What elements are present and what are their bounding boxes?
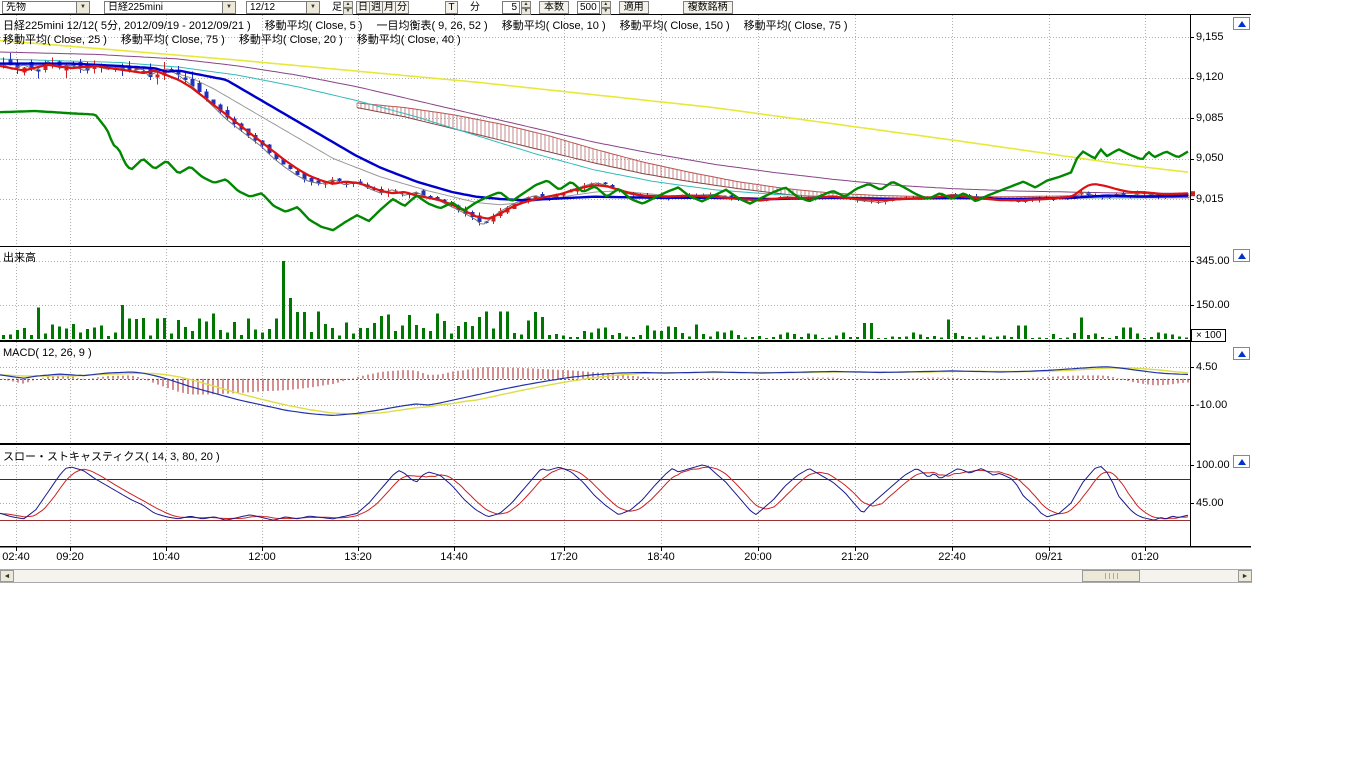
panel-arrow-button-macd[interactable] xyxy=(1233,347,1250,360)
time-axis-label: 22:40 xyxy=(928,551,976,563)
macd-axis-label: 4.50 xyxy=(1196,361,1217,373)
scrollbar-track[interactable] xyxy=(14,570,1238,582)
symbol-value: 日経225mini xyxy=(105,2,222,13)
time-axis-label: 09/21 xyxy=(1025,551,1073,563)
price-axis-label: 9,085 xyxy=(1196,112,1224,124)
moving-average-lines xyxy=(0,41,1188,205)
legend-item: 移動平均( Close, 40 ) xyxy=(357,34,461,46)
stochastics-layer xyxy=(0,465,1188,520)
macd-axis-label: -10.00 xyxy=(1196,399,1227,411)
scroll-left-button[interactable]: ◄ xyxy=(0,570,14,582)
symbol-select[interactable]: 日経225mini ▼ xyxy=(104,1,236,14)
market-type-value: 先物 xyxy=(3,2,76,13)
legend-item: 移動平均( Close, 75 ) xyxy=(121,34,225,46)
spin-down-icon[interactable]: ▼ xyxy=(521,8,531,15)
legend-item: 移動平均( Close, 10 ) xyxy=(502,20,606,32)
legend-item: 移動平均( Close, 25 ) xyxy=(3,34,107,46)
bar-count-input[interactable]: 500 xyxy=(577,1,600,14)
tick-bar-button[interactable]: T xyxy=(445,1,458,14)
bar-count-button[interactable]: 本数 xyxy=(539,1,569,14)
price-axis-label: 9,155 xyxy=(1196,31,1224,43)
volume-multiplier-badge: × 100 xyxy=(1191,329,1226,342)
scrollbar-thumb[interactable] xyxy=(1082,570,1140,582)
legend-item: 移動平均( Close, 150 ) xyxy=(620,20,730,32)
time-axis-label: 17:20 xyxy=(540,551,588,563)
spin-up-icon[interactable]: ▲ xyxy=(601,1,611,8)
panel-arrow-button-volume[interactable] xyxy=(1233,249,1250,262)
blue-arrow-icon xyxy=(1238,459,1246,465)
time-axis-label: 21:20 xyxy=(831,551,879,563)
dropdown-arrow-icon[interactable]: ▼ xyxy=(222,2,235,13)
spin-up-icon[interactable]: ▲ xyxy=(343,1,353,8)
market-type-select[interactable]: 先物 ▼ xyxy=(2,1,90,14)
fast-lines xyxy=(0,62,1188,231)
last-price-marker xyxy=(1191,191,1195,196)
price-axis-label: 9,050 xyxy=(1196,152,1224,164)
volume-axis-label: 150.00 xyxy=(1196,299,1230,311)
stoch-panel-title: スロー・ストキャスティクス( 14, 3, 80, 20 ) xyxy=(3,448,220,464)
time-axis-label: 20:00 xyxy=(734,551,782,563)
minute-spinner[interactable]: ▲▼ xyxy=(521,1,531,14)
bar-type-spinner[interactable]: ▲▼ xyxy=(343,1,353,14)
period-week-button[interactable]: 週 xyxy=(369,1,383,14)
price-axis-label: 9,015 xyxy=(1196,193,1224,205)
spin-up-icon[interactable]: ▲ xyxy=(521,1,531,8)
price-axis-label: 9,120 xyxy=(1196,71,1224,83)
volume-bars xyxy=(2,261,1188,339)
scroll-right-button[interactable]: ► xyxy=(1238,570,1252,582)
minute-value-input[interactable]: 5 xyxy=(502,1,520,14)
stoch-axis-label: 100.00 xyxy=(1196,459,1230,471)
volume-axis-label: 345.00 xyxy=(1196,255,1230,267)
legend-item: 移動平均( Close, 75 ) xyxy=(744,20,848,32)
time-axis-label: 09:20 xyxy=(46,551,94,563)
legend-item: 移動平均( Close, 20 ) xyxy=(239,34,343,46)
blue-arrow-icon xyxy=(1238,21,1246,27)
dropdown-arrow-icon[interactable]: ▼ xyxy=(306,2,319,13)
spin-down-icon[interactable]: ▼ xyxy=(343,8,353,15)
dropdown-arrow-icon[interactable]: ▼ xyxy=(76,2,89,13)
macd-panel-title: MACD( 12, 26, 9 ) xyxy=(3,347,92,359)
period-minute-button[interactable]: 分 xyxy=(395,1,409,14)
contract-month-select[interactable]: 12/12 ▼ xyxy=(246,1,320,14)
time-axis-label: 14:40 xyxy=(430,551,478,563)
time-axis-label: 12:00 xyxy=(238,551,286,563)
blue-arrow-icon xyxy=(1238,351,1246,357)
horizontal-scrollbar[interactable]: ◄ ► xyxy=(0,569,1252,583)
multi-symbol-button[interactable]: 複数銘柄 xyxy=(683,1,733,14)
panel-arrow-button-stoch[interactable] xyxy=(1233,455,1250,468)
panel-borders xyxy=(0,14,1251,551)
time-axis-label: 02:40 xyxy=(0,551,40,563)
period-month-button[interactable]: 月 xyxy=(382,1,396,14)
bar-type-label: 足 xyxy=(332,1,342,14)
contract-month-value: 12/12 xyxy=(247,2,306,13)
panel-arrow-button-price[interactable] xyxy=(1233,17,1250,30)
chart-header-line2: 移動平均( Close, 25 ) 移動平均( Close, 75 ) 移動平均( … xyxy=(3,31,475,47)
apply-button[interactable]: 適用 xyxy=(619,1,649,14)
ichimoku-cloud xyxy=(357,103,1189,199)
stoch-axis-label: 45.00 xyxy=(1196,497,1224,509)
bar-count-spinner[interactable]: ▲▼ xyxy=(601,1,611,14)
time-axis-label: 01:20 xyxy=(1121,551,1169,563)
period-day-button[interactable]: 日 xyxy=(356,1,370,14)
toolbar: 先物 ▼ 日経225mini ▼ 12/12 ▼ 足 ▲▼ 日 週 月 分 T … xyxy=(2,0,1362,14)
spin-down-icon[interactable]: ▼ xyxy=(601,8,611,15)
chart-canvas[interactable] xyxy=(0,0,1366,768)
time-axis-label: 18:40 xyxy=(637,551,685,563)
minute-unit-label: 分 xyxy=(470,1,480,14)
time-axis-label: 13:20 xyxy=(334,551,382,563)
volume-panel-title: 出来高 xyxy=(3,249,36,265)
blue-arrow-icon xyxy=(1238,253,1246,259)
macd-layer xyxy=(0,367,1188,416)
time-axis-label: 10:40 xyxy=(142,551,190,563)
